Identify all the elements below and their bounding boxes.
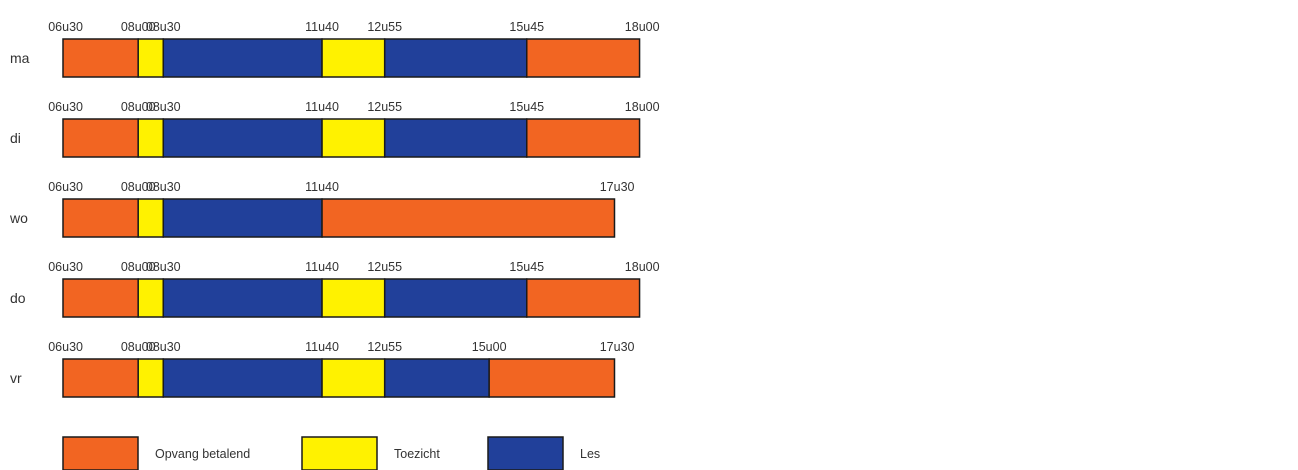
day-label: ma: [10, 50, 30, 66]
segment-les: [383, 358, 490, 398]
time-label: 18u00: [625, 260, 660, 274]
time-label: 12u55: [367, 100, 402, 114]
segment-les: [383, 38, 528, 78]
segment-les: [162, 38, 323, 78]
segment-toezicht: [137, 118, 165, 158]
time-label: 11u40: [305, 20, 339, 34]
time-label: 15u45: [509, 100, 544, 114]
time-label: 08u30: [146, 340, 181, 354]
time-label: 12u55: [367, 260, 402, 274]
legend-label: Les: [580, 447, 600, 461]
segment-opvang-betalend: [62, 278, 139, 318]
time-label: 06u30: [48, 20, 83, 34]
time-label: 15u45: [509, 20, 544, 34]
day-label: di: [10, 130, 21, 146]
time-label: 06u30: [48, 260, 83, 274]
time-label: 11u40: [305, 260, 339, 274]
segment-toezicht: [137, 38, 165, 78]
time-label: 15u45: [509, 260, 544, 274]
time-label: 11u40: [305, 180, 339, 194]
time-label: 17u30: [600, 340, 635, 354]
segment-opvang-betalend: [488, 358, 616, 398]
day-label: vr: [10, 370, 22, 386]
segment-opvang-betalend: [321, 198, 616, 238]
segment-toezicht: [321, 38, 386, 78]
time-label: 08u00: [121, 180, 156, 194]
time-label: 08u30: [146, 20, 181, 34]
segment-opvang-betalend: [62, 198, 139, 238]
segment-les: [162, 118, 323, 158]
time-label: 15u00: [472, 340, 507, 354]
time-label: 08u00: [121, 260, 156, 274]
segment-opvang-betalend: [526, 38, 641, 78]
time-label: 06u30: [48, 340, 83, 354]
legend-swatch-blue-swatch: [487, 436, 564, 470]
day-label: wo: [9, 210, 28, 226]
time-label: 06u30: [48, 100, 83, 114]
time-label: 11u40: [305, 340, 339, 354]
legend-swatch-yellow-swatch: [301, 436, 378, 470]
legend-swatch-orange-swatch: [62, 436, 139, 470]
time-label: 11u40: [305, 100, 339, 114]
segment-opvang-betalend: [62, 358, 139, 398]
segment-opvang-betalend: [526, 118, 641, 158]
time-label: 12u55: [367, 20, 402, 34]
segment-toezicht: [137, 278, 165, 318]
legend-label: Toezicht: [394, 447, 440, 461]
segment-les: [162, 198, 323, 238]
segment-toezicht: [321, 358, 386, 398]
time-label: 12u55: [367, 340, 402, 354]
time-label: 08u30: [146, 100, 181, 114]
legend-label: Opvang betalend: [155, 447, 250, 461]
time-label: 18u00: [625, 100, 660, 114]
segment-les: [383, 118, 528, 158]
segment-les: [383, 278, 528, 318]
segment-toezicht: [137, 198, 165, 238]
segment-opvang-betalend: [526, 278, 641, 318]
segment-opvang-betalend: [62, 38, 139, 78]
time-label: 08u00: [121, 340, 156, 354]
time-label: 06u30: [48, 180, 83, 194]
segment-toezicht: [137, 358, 165, 398]
time-label: 08u30: [146, 260, 181, 274]
time-label: 18u00: [625, 20, 660, 34]
time-label: 08u30: [146, 180, 181, 194]
day-label: do: [10, 290, 26, 306]
time-label: 08u00: [121, 100, 156, 114]
segment-toezicht: [321, 278, 386, 318]
time-label: 08u00: [121, 20, 156, 34]
segment-les: [162, 358, 323, 398]
segment-les: [162, 278, 323, 318]
segment-toezicht: [321, 118, 386, 158]
segment-opvang-betalend: [62, 118, 139, 158]
time-label: 17u30: [600, 180, 635, 194]
legend: Opvang betalend Toezicht Les: [62, 436, 600, 470]
